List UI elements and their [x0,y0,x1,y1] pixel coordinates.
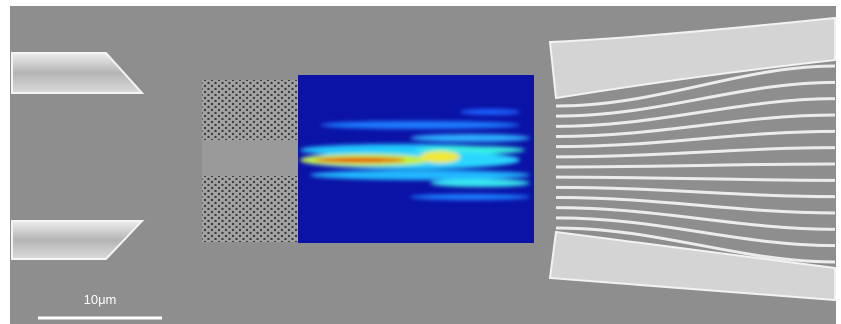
mode-stripe [320,121,520,129]
mode-stripe [310,170,530,180]
page: 10μm (() => { const data = JSON.parse(do… [0,0,841,324]
line-defect [202,140,299,176]
mode-stripe [420,151,460,163]
mode-stripe [460,109,520,115]
sem-image: 10μm [0,0,841,324]
scale-label: 10μm [84,292,117,307]
mode-stripe [410,134,530,142]
mode-core [315,158,405,163]
mode-stripe [430,179,530,187]
mode-stripe [410,194,530,200]
